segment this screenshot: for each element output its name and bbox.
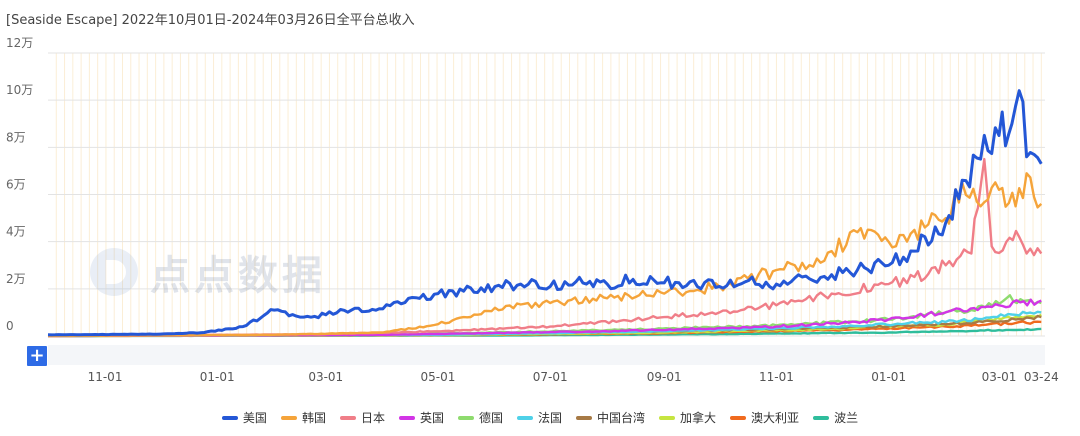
y-tick-label: 12万 [6,36,33,50]
y-tick-label: 2万 [6,272,26,286]
x-tick-label: 03-01 [308,370,343,384]
legend-label: 美国 [242,411,267,425]
legend-label: 中国台湾 [597,411,646,425]
legend-swatch [576,415,593,420]
legend-item[interactable]: 美国 [221,409,267,426]
legend-label: 英国 [419,411,444,425]
legend-label: 波兰 [834,411,859,425]
x-tick-label: 01-01 [871,370,906,384]
x-axis-ticks: 11-01 01-01 03-01 05-01 07-01 09-01 11-01 01-01… [88,370,1059,384]
y-axis-ticks: 0 2万 4万 6万 8万 10万 12万 [6,36,33,333]
series-line-韩国 [48,172,1043,338]
x-tick-label: 03-24 [1024,370,1059,384]
legend-swatch [813,415,830,420]
legend-label: 澳大利亚 [751,411,800,425]
x-tick-label: 07-01 [533,370,568,384]
x-tick-label: 11-01 [759,370,794,384]
x-tick-label: 09-01 [647,370,682,384]
legend-item[interactable]: 加拿大 [659,409,716,426]
legend-swatch [517,415,533,420]
legend-item[interactable]: 法国 [517,409,562,426]
zoom-slider-track[interactable] [48,345,1045,365]
legend: 美国 韩国 日本 英国 德国 法国 中国台湾 加拿大 澳大利亚 波兰 [0,409,1080,426]
legend-item[interactable]: 英国 [398,409,444,426]
legend-item[interactable]: 澳大利亚 [730,409,799,426]
chart-area: 0 2万 4万 6万 8万 10万 12万 11-01 01-01 03-01 05-01 07-0… [6,36,1059,384]
legend-item[interactable]: 德国 [457,409,503,426]
x-tick-label: 11-01 [88,370,123,384]
legend-swatch [457,415,474,420]
series-layer [47,89,1043,338]
y-tick-label: 0 [6,319,14,333]
legend-label: 德国 [478,411,503,425]
y-tick-label: 8万 [6,130,26,144]
x-tick-label: 05-01 [421,370,456,384]
legend-swatch [221,415,238,420]
y-tick-label: 4万 [6,225,26,239]
series-line-美国 [47,89,1043,337]
legend-swatch [398,415,415,420]
legend-swatch [339,415,356,420]
legend-swatch [280,415,297,420]
y-tick-label: 10万 [6,83,33,97]
grid-layer [48,52,1045,337]
add-button[interactable]: + [27,346,47,366]
legend-swatch [730,415,747,420]
x-tick-label: 03-01 [982,370,1017,384]
legend-item[interactable]: 中国台湾 [576,409,645,426]
legend-item[interactable]: 韩国 [280,409,326,426]
legend-item[interactable]: 日本 [339,409,385,426]
x-tick-label: 01-01 [200,370,235,384]
legend-swatch [659,415,676,420]
legend-label: 日本 [360,411,385,425]
legend-label: 韩国 [301,411,326,425]
legend-item[interactable]: 波兰 [813,409,858,426]
legend-label: 法国 [538,411,563,425]
chart-title: [Seaside Escape] 2022年10月01日-2024年03月26日… [6,13,415,28]
y-tick-label: 6万 [6,178,26,192]
legend-label: 加拿大 [680,411,717,425]
